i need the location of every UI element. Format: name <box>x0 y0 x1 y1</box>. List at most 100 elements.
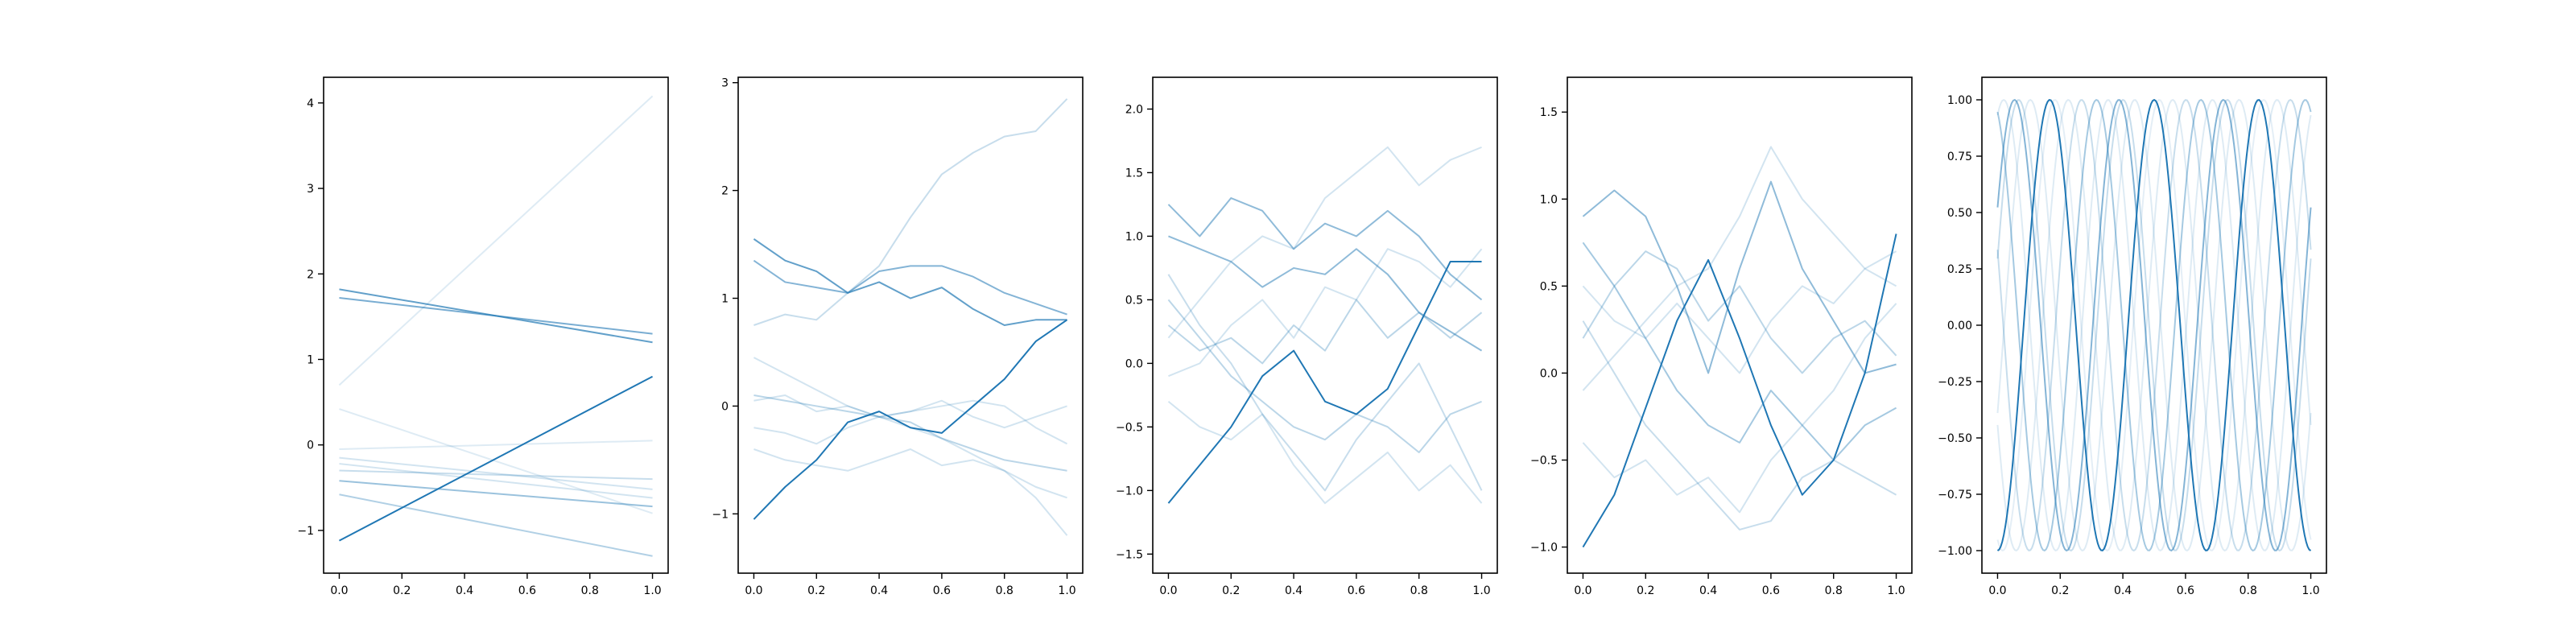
series-line-9 <box>753 319 1068 520</box>
x-tick-label: 1.0 <box>1887 584 1905 597</box>
x-tick-label: 1.0 <box>2301 584 2319 597</box>
series-line-2 <box>1582 242 1897 461</box>
y-tick-label: 4 <box>307 97 314 110</box>
x-tick-label: 0.4 <box>456 584 473 597</box>
y-tick-label: −0.25 <box>1938 376 1972 389</box>
x-tick-label: 0.2 <box>393 584 411 597</box>
y-tick-label: 1 <box>721 293 729 306</box>
series-group <box>1996 98 2312 552</box>
series-line-3 <box>753 238 1067 326</box>
x-tick-label: 0.8 <box>2240 584 2257 597</box>
y-tick-label: 0 <box>721 400 729 413</box>
x-tick-label: 0.4 <box>2114 584 2132 597</box>
series-group <box>753 98 1068 536</box>
chart-panel-1: 0.0 0.2 0.4 0.6 0.8 1.0 −1 0 1 2 3 4 <box>297 76 669 597</box>
sine-curve-1 <box>1996 98 2312 551</box>
series-line-8 <box>753 357 1068 445</box>
y-tick-label: 0.75 <box>1947 151 1972 163</box>
x-tick-label: 0.2 <box>807 584 825 597</box>
y-tick-label: −1.0 <box>1530 542 1558 555</box>
series-line-10 <box>339 288 653 344</box>
axes-frame <box>1152 76 1498 574</box>
y-tick-label: 0.25 <box>1947 263 1972 276</box>
x-tick-label: 1.0 <box>1058 584 1075 597</box>
series-line-11 <box>338 375 654 542</box>
x-tick-label: 0.4 <box>1285 584 1302 597</box>
series-line-5 <box>1167 400 1483 505</box>
series-line-6 <box>1582 303 1897 514</box>
series-line-6 <box>1167 299 1483 365</box>
sine-curve-2 <box>1996 98 2312 552</box>
series-line-7 <box>1582 250 1897 374</box>
series-line-3 <box>1582 320 1897 530</box>
y-tick-label: −1 <box>712 508 729 521</box>
x-tick-label: 0.6 <box>933 584 951 597</box>
y-tick-label: 3 <box>307 183 314 196</box>
series-line-3 <box>1168 235 1483 352</box>
x-tick-label: 0.6 <box>1348 584 1365 597</box>
sine-curve-3 <box>1996 98 2312 552</box>
y-tick-label: −1.00 <box>1938 545 1972 558</box>
x-tick-label: 0.8 <box>1825 584 1843 597</box>
x-tick-label: 0.0 <box>1574 584 1591 597</box>
series-line-4 <box>1167 274 1483 492</box>
y-tick-label: 1.5 <box>1125 167 1143 180</box>
y-tick-label: −0.5 <box>1530 455 1558 468</box>
y-tick-label: 1.5 <box>1540 106 1558 119</box>
series-line-8 <box>1167 299 1482 453</box>
x-tick-label: 0.2 <box>1222 584 1240 597</box>
y-tick-label: −0.75 <box>1938 489 1972 502</box>
x-tick-label: 0.4 <box>870 584 888 597</box>
y-tick-label: 0.0 <box>1540 367 1558 380</box>
y-tick-label: 2 <box>307 268 314 281</box>
y-tick-label: −1.5 <box>1116 548 1143 561</box>
series-line-1 <box>753 98 1068 326</box>
y-tick-label: 0.0 <box>1125 357 1143 370</box>
series-line-7 <box>753 399 1067 445</box>
x-tick-label: 1.0 <box>1472 584 1490 597</box>
x-tick-label: 0.8 <box>581 584 599 597</box>
axes-frame <box>1567 76 1913 574</box>
sine-curve-8 <box>1996 98 2312 552</box>
chart-panel-4: 0.0 0.2 0.4 0.6 0.8 1.0 −1.0 −0.5 0.0 0.5 1.0 1.5 <box>1530 76 1913 597</box>
sine-curve-5 <box>1996 98 2312 552</box>
series-line-4 <box>1582 146 1897 391</box>
series-line-4 <box>339 456 653 490</box>
x-tick-label: 0.2 <box>1637 584 1654 597</box>
axes-frame <box>323 76 669 574</box>
sine-curve-9 <box>1996 98 2312 552</box>
y-tick-label: 3 <box>721 77 729 90</box>
series-line-7 <box>1168 248 1483 378</box>
y-tick-label: −1 <box>297 525 314 538</box>
series-line-1 <box>338 95 654 386</box>
sine-curve-7 <box>1996 98 2312 552</box>
series-group <box>1582 146 1897 548</box>
series-line-9 <box>1167 261 1482 504</box>
x-tick-label: 0.2 <box>2051 584 2069 597</box>
chart-panel-5: 0.0 0.2 0.4 0.6 0.8 1.0 −1.00 −0.75 −0.50 −0.25 0.… <box>1938 76 2327 597</box>
series-line-5 <box>339 463 653 499</box>
y-tick-label: 1.0 <box>1125 230 1143 243</box>
series-group <box>1167 146 1483 505</box>
y-tick-label: 2.0 <box>1125 103 1143 116</box>
x-tick-label: 0.0 <box>1988 584 2006 597</box>
x-tick-label: 0.6 <box>518 584 536 597</box>
series-line-8 <box>339 480 653 508</box>
sine-curve-6 <box>1996 98 2312 552</box>
series-line-5 <box>1582 267 1897 374</box>
y-tick-label: 0.00 <box>1947 320 1972 332</box>
y-tick-label: −0.5 <box>1116 421 1143 434</box>
series-line-7 <box>339 493 653 557</box>
y-tick-label: 1 <box>307 353 314 366</box>
x-tick-label: 0.0 <box>1159 584 1177 597</box>
series-line-1 <box>1167 146 1482 339</box>
y-tick-label: 0.5 <box>1125 294 1143 307</box>
series-line-2 <box>339 408 653 514</box>
y-tick-label: 1.0 <box>1540 193 1558 206</box>
axes-frame <box>737 76 1084 574</box>
series-line-5 <box>753 448 1067 499</box>
y-tick-label: 0.50 <box>1947 207 1972 220</box>
series-line-3 <box>339 440 653 450</box>
x-tick-label: 1.0 <box>643 584 661 597</box>
series-line-2 <box>1167 197 1483 301</box>
